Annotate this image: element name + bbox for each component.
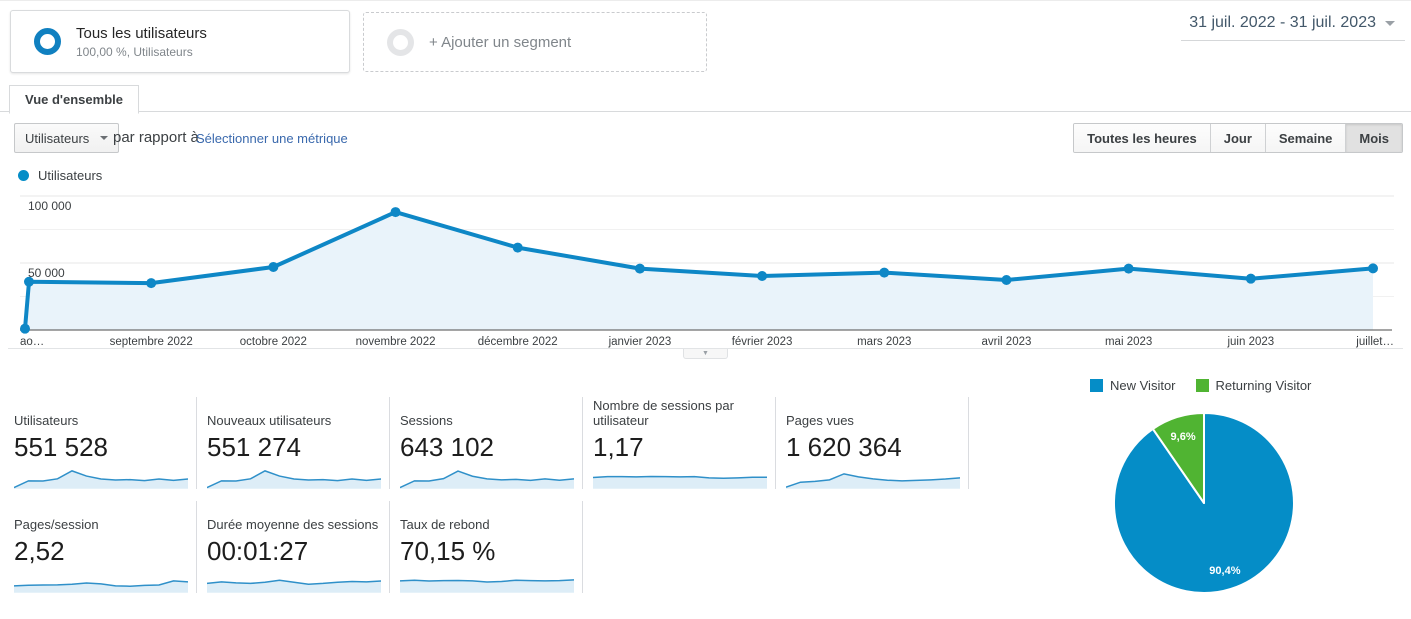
chart-legend-label: Utilisateurs (38, 168, 103, 183)
metric-select-value: Utilisateurs (25, 130, 90, 146)
pie-legend: New Visitor Returning Visitor (1090, 378, 1311, 393)
metrics-row-2: Pages/session 2,52 Durée moyenne des sessi… (4, 501, 583, 593)
date-range-selector[interactable]: 31 juil. 2022 - 31 juil. 2023 (1189, 14, 1395, 32)
metric-select-dropdown[interactable]: Utilisateurs (14, 123, 120, 153)
metric-label: Nombre de sessions par utilisateur (593, 398, 734, 429)
sparkline (14, 466, 188, 489)
x-axis-tick-label: septembre 2022 (110, 336, 193, 348)
legend-label: New Visitor (1110, 378, 1176, 393)
metric-label: Durée moyenne des sessions (207, 517, 379, 533)
pie-slice-returning-visitor[interactable] (1151, 412, 1205, 504)
sparkline (207, 570, 381, 593)
granularity-toutes-les-heures[interactable]: Toutes les heures (1074, 124, 1210, 152)
sparkline (400, 570, 574, 593)
tab-overview[interactable]: Vue d'ensemble (9, 85, 139, 114)
select-metric-link[interactable]: Sélectionner une métrique (196, 131, 348, 146)
sparkline (14, 570, 188, 593)
metric-value: 70,15 % (400, 536, 496, 567)
metric-card-dur-e-moyenne-des-sessions: Durée moyenne des sessions 00:01:27 (197, 501, 390, 593)
x-axis-tick-label: décembre 2022 (478, 336, 558, 348)
sparkline (207, 466, 381, 489)
date-range-text: 31 juil. 2022 - 31 juil. 2023 (1189, 14, 1376, 31)
granularity-button-group: Toutes les heures Jour Semaine Mois (1073, 123, 1403, 153)
chart-collapse-toggle[interactable]: ▼ (683, 349, 728, 359)
tab-bar: Vue d'ensemble (0, 85, 1411, 114)
pie-legend-item-returning-visitor: Returning Visitor (1195, 378, 1312, 393)
metric-card-utilisateurs: Utilisateurs 551 528 (4, 397, 197, 489)
metric-value: 1 620 364 (786, 432, 902, 463)
sparkline (593, 466, 767, 489)
metric-label: Nouveaux utilisateurs (207, 413, 332, 429)
metric-value: 551 274 (207, 432, 301, 463)
legend-swatch-icon (1195, 379, 1209, 392)
metric-label: Pages/session (14, 517, 99, 533)
segment-title: Tous les utilisateurs (76, 24, 207, 42)
pie-legend-item-new-visitor: New Visitor (1090, 378, 1176, 393)
x-axis-tick-label: mars 2023 (857, 336, 911, 348)
chart-bottom-divider (8, 348, 1403, 349)
legend-swatch-icon (1090, 379, 1103, 392)
y-axis-tick-label: 50 000 (28, 266, 65, 280)
metric-value: 00:01:27 (207, 536, 309, 567)
x-axis-tick-label: mai 2023 (1105, 336, 1152, 348)
chevron-down-icon (1385, 20, 1395, 26)
legend-label: Returning Visitor (1215, 378, 1312, 393)
metric-card-pages-vues: Pages vues 1 620 364 (776, 397, 969, 489)
metrics-row-1: Utilisateurs 551 528 Nouveaux utilisateurs… (4, 397, 969, 489)
segment-text: Tous les utilisateurs 100,00 %, Utilisat… (76, 25, 207, 59)
metric-value: 643 102 (400, 432, 494, 463)
series-dot-icon (18, 170, 29, 181)
y-axis-tick-label: 100 000 (28, 199, 72, 213)
segment-subtitle: 100,00 %, Utilisateurs (76, 44, 193, 59)
sparkline (400, 466, 574, 489)
add-segment-label: + Ajouter un segment (429, 33, 572, 51)
pie-slice-value-label: 9,6% (1171, 431, 1196, 443)
metric-value: 1,17 (593, 432, 644, 463)
metric-value: 551 528 (14, 432, 108, 463)
metric-label: Pages vues (786, 413, 854, 429)
x-axis-tick-label: juillet… (1355, 336, 1394, 348)
metric-card-nombre-de-sessions-par-utilisateur: Nombre de sessions par utilisateur 1,17 (583, 397, 776, 489)
chevron-down-icon (100, 136, 109, 140)
x-axis-tick-label: février 2023 (732, 336, 793, 348)
x-axis-tick-label: juin 2023 (1226, 336, 1274, 348)
add-segment-donut-icon (387, 28, 414, 56)
metric-label: Utilisateurs (14, 413, 79, 429)
users-over-time-chart[interactable]: 50 000 100 000 ao… septembre 2022 octobre 20… (0, 191, 1411, 353)
metric-card-pages-session: Pages/session 2,52 (4, 501, 197, 593)
metric-label: Sessions (400, 413, 453, 429)
date-range-underline (1181, 40, 1405, 41)
x-axis-tick-label: avril 2023 (982, 336, 1032, 348)
chart-legend: Utilisateurs (18, 168, 102, 183)
metric-value: 2,52 (14, 536, 65, 567)
segment-donut-icon (34, 28, 61, 55)
visitor-type-pie-chart[interactable]: 90,4% 9,6% (1112, 411, 1296, 595)
compare-label: par rapport à (113, 129, 199, 146)
add-segment-button[interactable]: + Ajouter un segment (363, 12, 707, 72)
x-axis-tick-label: octobre 2022 (240, 336, 307, 348)
x-axis-tick-label: novembre 2022 (356, 336, 436, 348)
pie-slice-value-label: 90,4% (1209, 565, 1240, 577)
metric-card-nouveaux-utilisateurs: Nouveaux utilisateurs 551 274 (197, 397, 390, 489)
x-axis-tick-label: ao… (20, 336, 44, 348)
granularity-mois[interactable]: Mois (1345, 124, 1402, 152)
sparkline (786, 466, 960, 489)
metric-card-sessions: Sessions 643 102 (390, 397, 583, 489)
metric-card-taux-de-rebond: Taux de rebond 70,15 % (390, 501, 583, 593)
metric-label: Taux de rebond (400, 517, 490, 533)
x-axis-tick-label: janvier 2023 (608, 336, 672, 348)
granularity-semaine[interactable]: Semaine (1264, 124, 1346, 152)
granularity-jour[interactable]: Jour (1209, 124, 1265, 152)
segment-all-users[interactable]: Tous les utilisateurs 100,00 %, Utilisat… (10, 10, 350, 73)
